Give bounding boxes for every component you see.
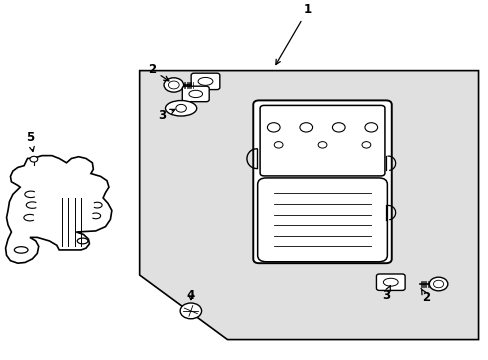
Text: 5: 5 — [26, 131, 34, 152]
Circle shape — [428, 277, 447, 291]
Text: 3: 3 — [381, 286, 389, 302]
Text: 1: 1 — [275, 3, 311, 64]
Text: 3: 3 — [158, 109, 175, 122]
Circle shape — [180, 303, 201, 319]
Polygon shape — [140, 71, 478, 339]
Circle shape — [163, 78, 183, 92]
FancyBboxPatch shape — [253, 100, 391, 263]
Circle shape — [30, 156, 38, 162]
FancyBboxPatch shape — [260, 105, 384, 176]
Text: 2: 2 — [420, 288, 429, 304]
FancyBboxPatch shape — [257, 178, 386, 262]
Ellipse shape — [165, 100, 196, 116]
PathPatch shape — [5, 156, 112, 263]
Text: 2: 2 — [147, 63, 168, 81]
Text: 4: 4 — [186, 289, 195, 302]
FancyBboxPatch shape — [191, 73, 220, 90]
FancyBboxPatch shape — [182, 86, 209, 102]
FancyBboxPatch shape — [376, 274, 404, 291]
